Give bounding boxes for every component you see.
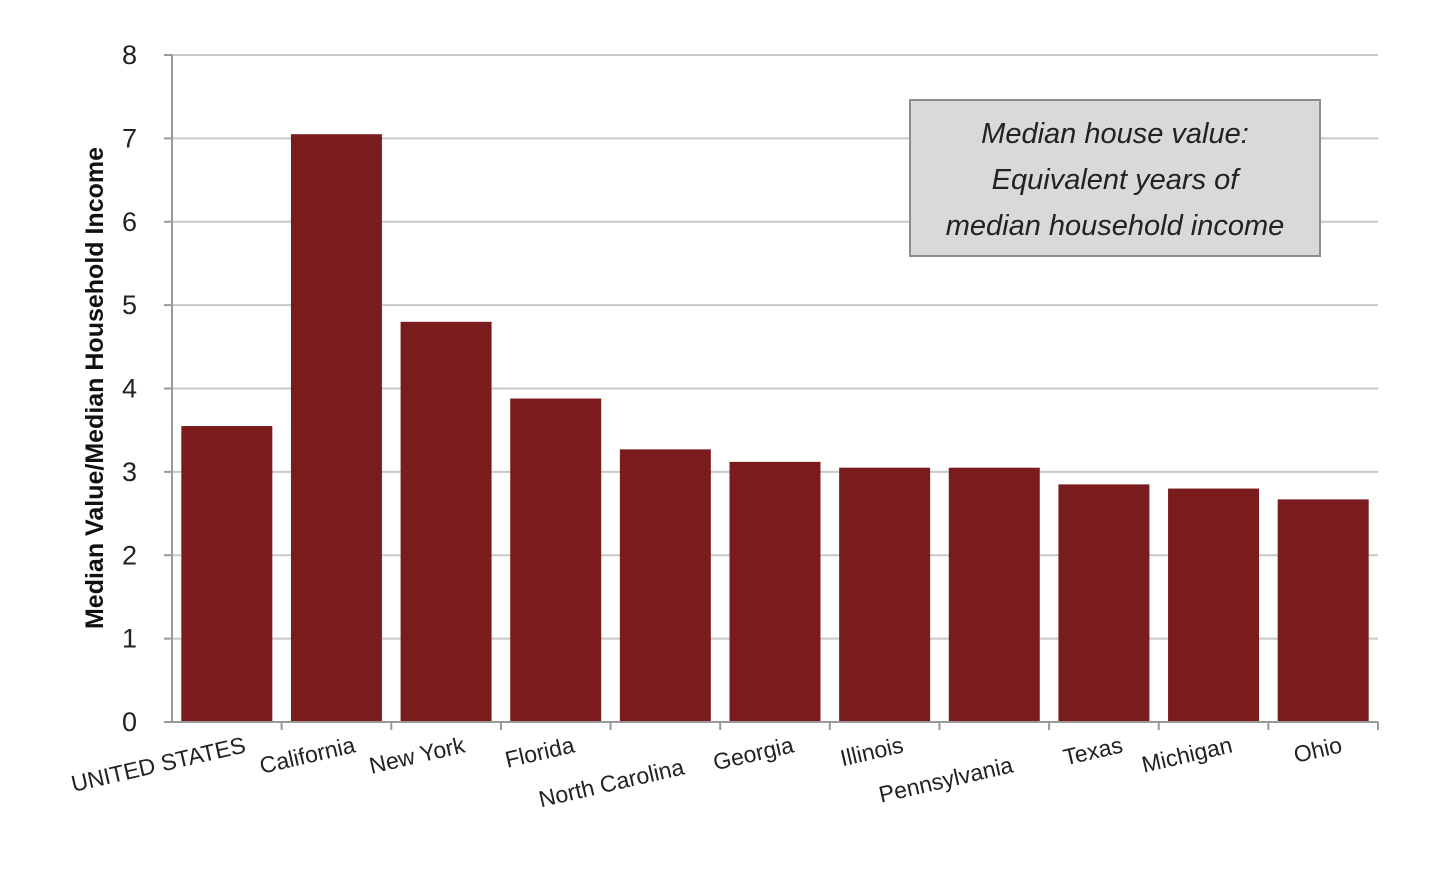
y-tick-label: 2: [122, 540, 137, 570]
bar: [400, 321, 492, 722]
x-category-label: Pennsylvania: [876, 751, 1015, 807]
axes: [164, 54, 1379, 730]
bar: [1168, 488, 1260, 722]
annotation-background: [909, 99, 1321, 257]
y-tick-label: 0: [122, 707, 137, 737]
bar: [948, 467, 1040, 722]
bar: [290, 134, 382, 723]
bar: [181, 426, 273, 722]
x-category-label: Illinois: [838, 732, 906, 772]
x-category-label: Georgia: [711, 731, 797, 775]
y-tick-label: 8: [122, 40, 137, 70]
bar: [839, 467, 931, 722]
x-axis-category-labels: UNITED STATES California New York FloridaNo…: [69, 731, 1345, 812]
bars: [181, 134, 1369, 723]
y-axis-title: Median Value/Median Household Income: [81, 147, 109, 629]
y-tick-label: 4: [122, 374, 137, 404]
annotation-line-1: Median house value:: [981, 118, 1249, 150]
y-tick-label: 7: [122, 123, 137, 153]
x-category-label: Michigan: [1139, 732, 1235, 778]
annotation-line-3: median household income: [946, 210, 1285, 242]
bar: [1277, 499, 1369, 722]
annotation-box: Median house value: Equivalent years of …: [909, 99, 1321, 257]
y-tick-label: 6: [122, 207, 137, 237]
x-category-label: Florida: [502, 731, 577, 772]
x-category-label: Ohio: [1291, 732, 1344, 768]
x-category-label: North Carolina: [536, 753, 687, 812]
bar: [1058, 484, 1150, 722]
y-axis-tick-labels: 0 1 2 3 4 5 6 7 8: [122, 40, 137, 737]
bar: [619, 449, 711, 722]
y-tick-label: 3: [122, 457, 137, 487]
x-category-label: UNITED STATES: [69, 732, 248, 797]
bar: [729, 461, 821, 722]
bar: [510, 398, 602, 722]
x-category-label: California: [257, 731, 358, 778]
x-category-label: Texas: [1061, 732, 1125, 771]
y-tick-label: 1: [122, 624, 137, 654]
annotation-line-2: Equivalent years of: [992, 164, 1242, 196]
y-tick-label: 5: [122, 290, 137, 320]
x-category-label: New York: [367, 731, 468, 778]
